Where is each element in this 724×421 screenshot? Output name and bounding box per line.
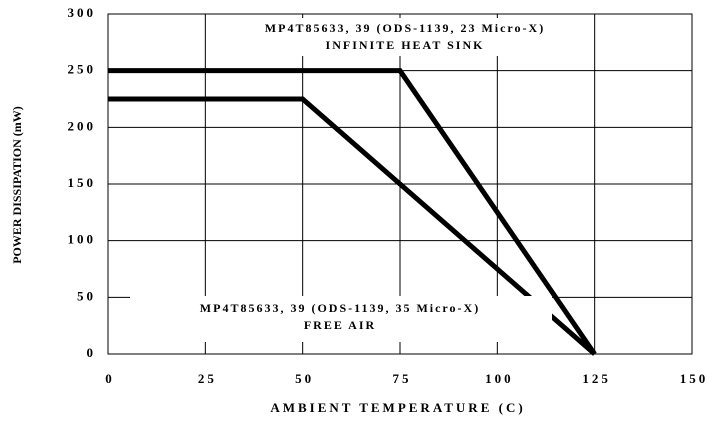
- x-axis-label: AMBIENT TEMPERATURE (C): [270, 400, 525, 415]
- x-tick-label: 50: [295, 371, 314, 386]
- x-tick-label: 100: [485, 371, 514, 386]
- x-tick-label: 125: [582, 371, 611, 386]
- series-line: [108, 68, 597, 356]
- y-tick-label: 250: [68, 62, 97, 77]
- x-tick-label: 0: [105, 371, 115, 386]
- y-tick-label: 0: [87, 345, 97, 360]
- annotation-box: [222, 18, 592, 56]
- y-axis-label: POWER DISSIPATION (mW): [10, 106, 24, 264]
- y-tick-label: 100: [68, 232, 97, 247]
- plot-border: [107, 13, 693, 355]
- series-line: [108, 96, 597, 356]
- annotation: MP4T85633, 39 (ODS-1139, 23 Micro-X): [265, 21, 545, 35]
- annotation: FREE AIR: [304, 318, 376, 332]
- y-tick-label: 200: [68, 118, 97, 133]
- x-tick-label: 75: [393, 371, 412, 386]
- x-tick-label: 25: [198, 371, 217, 386]
- annotation: INFINITE HEAT SINK: [326, 38, 485, 52]
- x-tick-label: 150: [680, 371, 709, 386]
- y-tick-label: 150: [68, 175, 97, 190]
- y-tick-label: 300: [68, 5, 97, 20]
- annotation-box: [130, 296, 552, 342]
- y-tick-label: 50: [77, 288, 96, 303]
- annotation: MP4T85633, 39 (ODS-1139, 35 Micro-X): [200, 301, 480, 315]
